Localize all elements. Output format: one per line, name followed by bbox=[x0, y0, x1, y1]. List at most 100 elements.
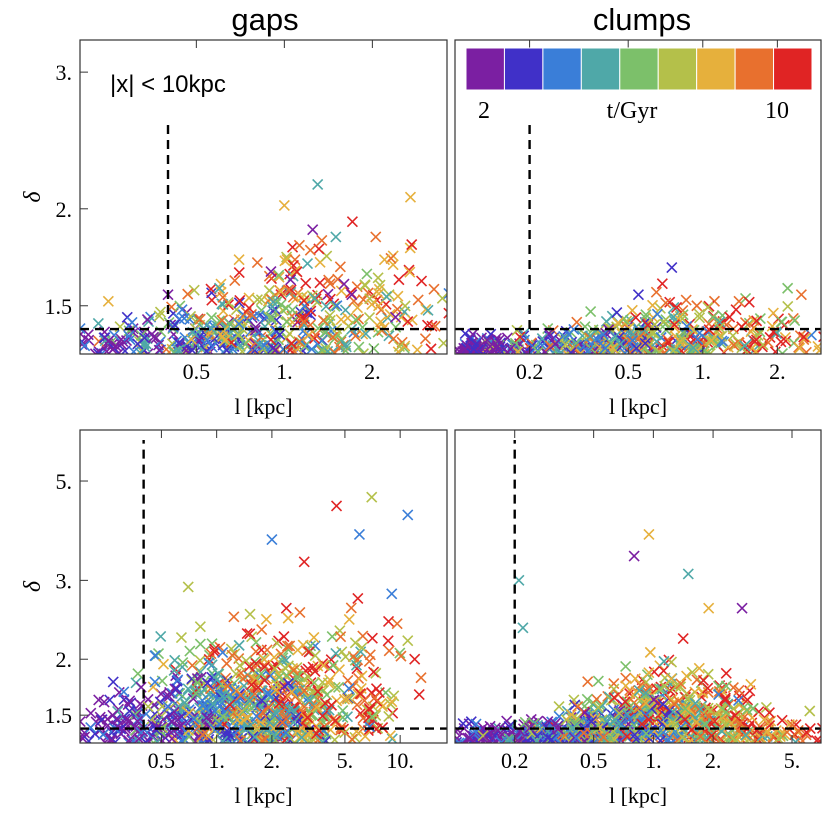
data-point bbox=[298, 295, 310, 307]
data-point bbox=[207, 689, 219, 701]
data-point bbox=[800, 332, 812, 344]
data-point bbox=[200, 702, 212, 714]
data-point bbox=[627, 335, 639, 347]
data-point bbox=[187, 693, 199, 705]
data-point bbox=[570, 732, 582, 743]
data-point bbox=[194, 638, 206, 650]
data-point bbox=[206, 287, 218, 299]
data-point bbox=[247, 727, 259, 739]
data-point bbox=[273, 269, 285, 281]
data-point bbox=[280, 713, 292, 725]
data-point bbox=[270, 707, 283, 719]
data-point bbox=[581, 345, 593, 354]
data-point bbox=[343, 613, 355, 626]
data-point bbox=[172, 344, 185, 354]
data-point bbox=[370, 231, 382, 243]
colorbar-segment bbox=[773, 47, 813, 91]
data-point bbox=[266, 534, 278, 546]
data-point bbox=[132, 713, 144, 725]
data-point bbox=[362, 725, 374, 737]
data-point bbox=[352, 592, 364, 604]
data-point bbox=[382, 635, 394, 647]
data-point bbox=[413, 689, 425, 701]
data-point bbox=[300, 328, 312, 340]
data-point bbox=[552, 723, 564, 735]
data-point bbox=[677, 633, 689, 645]
data-point bbox=[258, 661, 270, 673]
data-point bbox=[676, 731, 689, 743]
x-tick-label: 1. bbox=[645, 748, 662, 773]
data-point bbox=[512, 346, 524, 354]
data-point bbox=[643, 528, 655, 540]
data-point bbox=[280, 251, 293, 263]
data-point bbox=[173, 313, 185, 325]
data-point bbox=[720, 667, 732, 679]
x-tick-label: 0.5 bbox=[580, 748, 608, 773]
data-point bbox=[578, 727, 590, 739]
data-point bbox=[306, 343, 318, 354]
data-point bbox=[226, 649, 238, 661]
data-point bbox=[386, 588, 398, 600]
data-point bbox=[667, 345, 679, 354]
data-point bbox=[312, 178, 324, 190]
data-point bbox=[285, 337, 298, 350]
data-point bbox=[769, 346, 781, 354]
data-point bbox=[680, 294, 692, 306]
data-point bbox=[162, 700, 174, 712]
data-point bbox=[386, 733, 398, 743]
data-point bbox=[382, 615, 395, 628]
data-point bbox=[662, 334, 674, 346]
x-axis-label: l [kpc] bbox=[609, 394, 667, 419]
data-point bbox=[280, 602, 292, 614]
data-point bbox=[702, 702, 714, 714]
x-tick-label: 0.5 bbox=[614, 359, 642, 384]
data-point bbox=[384, 308, 396, 320]
data-point bbox=[319, 697, 331, 709]
data-point bbox=[309, 665, 321, 678]
data-point bbox=[464, 732, 476, 743]
data-point bbox=[531, 735, 543, 743]
data-point bbox=[614, 338, 626, 350]
data-point bbox=[275, 679, 287, 691]
data-point bbox=[282, 284, 295, 296]
data-point bbox=[318, 660, 330, 672]
data-point bbox=[182, 581, 194, 593]
x-tick-label: 1. bbox=[208, 748, 225, 773]
data-point bbox=[119, 345, 131, 354]
data-point bbox=[107, 344, 119, 354]
data-point bbox=[572, 701, 584, 713]
data-point bbox=[326, 631, 338, 643]
data-point bbox=[584, 330, 596, 342]
data-point bbox=[568, 731, 580, 743]
data-point bbox=[640, 309, 652, 321]
data-point bbox=[341, 711, 354, 723]
data-point bbox=[274, 325, 286, 337]
data-point bbox=[288, 345, 300, 354]
data-point bbox=[758, 714, 770, 726]
data-point bbox=[191, 673, 203, 685]
data-point bbox=[301, 258, 314, 270]
data-point bbox=[351, 699, 363, 711]
data-point bbox=[316, 676, 329, 688]
data-point bbox=[553, 701, 565, 713]
data-point bbox=[632, 289, 645, 301]
data-point bbox=[728, 339, 740, 351]
data-point bbox=[675, 678, 687, 690]
data-point bbox=[278, 199, 290, 212]
data-point bbox=[250, 636, 262, 649]
data-point bbox=[302, 728, 314, 740]
data-point bbox=[664, 296, 676, 308]
data-point bbox=[92, 317, 104, 330]
data-point bbox=[232, 329, 244, 341]
data-point bbox=[256, 623, 268, 636]
data-point bbox=[443, 307, 447, 319]
data-point bbox=[751, 724, 763, 736]
panel-gaps-top: 0.5 1. 2. 1.5 2. 3. l [kpc] δ bbox=[20, 39, 448, 419]
data-point bbox=[629, 673, 641, 685]
data-point bbox=[118, 725, 130, 737]
data-point bbox=[468, 343, 480, 354]
data-point bbox=[804, 705, 816, 717]
data-point bbox=[179, 697, 191, 709]
data-point bbox=[521, 347, 533, 354]
scatter-points bbox=[455, 528, 821, 743]
